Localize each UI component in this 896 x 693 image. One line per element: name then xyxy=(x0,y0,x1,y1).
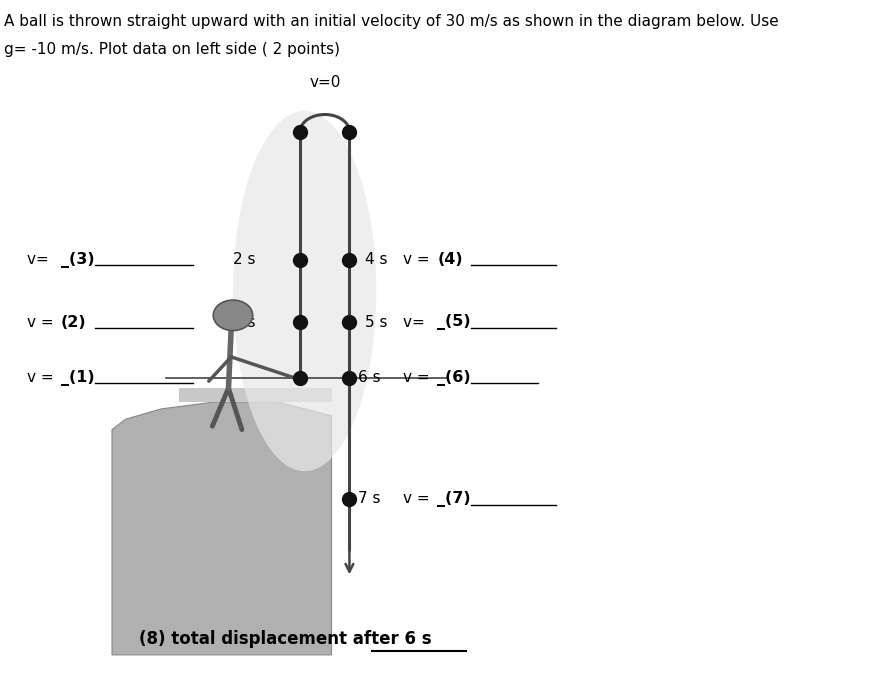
Text: v =: v = xyxy=(403,370,435,385)
Point xyxy=(342,126,357,137)
Point xyxy=(342,254,357,265)
Text: 2 s: 2 s xyxy=(233,252,255,267)
Point xyxy=(293,317,307,328)
Text: _(5): _(5) xyxy=(437,314,471,331)
Polygon shape xyxy=(112,402,332,655)
Polygon shape xyxy=(179,388,332,402)
Text: v=: v= xyxy=(27,252,54,267)
Text: g= -10 m/s. Plot data on left side ( 2 points): g= -10 m/s. Plot data on left side ( 2 p… xyxy=(4,42,340,57)
Text: v=: v= xyxy=(403,315,430,330)
Ellipse shape xyxy=(233,111,376,471)
Point xyxy=(342,372,357,383)
Text: 4 s: 4 s xyxy=(365,252,387,267)
Text: (4): (4) xyxy=(437,252,463,267)
Text: (8) total displacement after 6 s: (8) total displacement after 6 s xyxy=(139,630,432,648)
Point xyxy=(293,126,307,137)
Point xyxy=(293,372,307,383)
Text: A ball is thrown straight upward with an initial velocity of 30 m/s as shown in : A ball is thrown straight upward with an… xyxy=(4,14,780,29)
Text: _(1): _(1) xyxy=(61,369,95,386)
Text: 1 s: 1 s xyxy=(233,315,255,330)
Circle shape xyxy=(213,300,253,331)
Text: _(7): _(7) xyxy=(437,491,471,507)
Text: v=0: v=0 xyxy=(309,75,340,90)
Text: _(6): _(6) xyxy=(437,369,471,386)
Point xyxy=(342,493,357,505)
Text: v =: v = xyxy=(27,315,58,330)
Text: v =: v = xyxy=(403,491,435,507)
Text: 6 s: 6 s xyxy=(358,370,381,385)
Text: v =: v = xyxy=(27,370,58,385)
Text: v =: v = xyxy=(403,252,435,267)
Point xyxy=(293,254,307,265)
Text: (2): (2) xyxy=(61,315,87,330)
Point xyxy=(342,317,357,328)
Text: 7 s: 7 s xyxy=(358,491,381,507)
Text: 5 s: 5 s xyxy=(365,315,387,330)
Text: _(3): _(3) xyxy=(61,252,95,268)
